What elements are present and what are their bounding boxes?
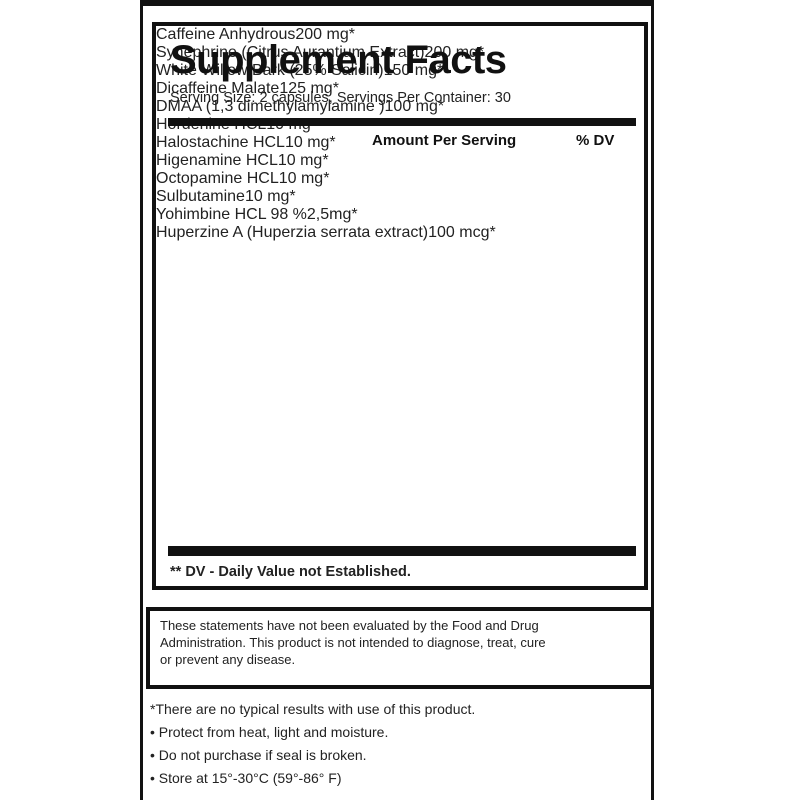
ingredient-name: Dicaffeine Malate bbox=[156, 80, 280, 97]
ingredient-amount: 10 mg bbox=[278, 170, 324, 187]
ingredient-amount: 10 mg bbox=[277, 152, 323, 169]
serving-info: Serving Size: 2 capsules, Servings Per C… bbox=[170, 90, 511, 106]
note: • Protect from heat, light and moisture. bbox=[150, 724, 389, 740]
ingredient-amount: 100 mg bbox=[384, 98, 438, 115]
disclaimer-line: or prevent any disease. bbox=[160, 652, 296, 667]
daily-value: * bbox=[351, 206, 358, 223]
table-row: Dicaffeine Malate125 mg* bbox=[156, 80, 644, 98]
daily-value: * bbox=[289, 188, 296, 205]
table-row: Halostachine HCL10 mg* bbox=[156, 134, 644, 152]
daily-value: * bbox=[489, 224, 496, 241]
daily-value: * bbox=[348, 26, 355, 43]
notes: *There are no typical results with use o… bbox=[150, 698, 475, 790]
table-row: Synephrine (Citrus Aurantium Extract)200… bbox=[156, 44, 644, 62]
daily-value: * bbox=[332, 80, 339, 97]
daily-value: * bbox=[322, 152, 329, 169]
table-row: Huperzine A (Huperzia serrata extract)10… bbox=[156, 224, 644, 242]
daily-value: * bbox=[436, 62, 444, 79]
ingredient-name: Caffeine Anhydrous bbox=[156, 26, 296, 43]
daily-value: * bbox=[329, 134, 336, 151]
ingredient-name: White Willow Bark (25% Salicin) bbox=[156, 62, 384, 79]
ingredient-amount: 150 mg bbox=[383, 62, 437, 79]
table-row: Octopamine HCL10 mg* bbox=[156, 170, 644, 188]
ingredient-name: Octopamine HCL bbox=[156, 170, 279, 187]
ingredient-amount: 10 mg bbox=[244, 188, 290, 205]
facts-panel: Supplement Facts Serving Size: 2 capsule… bbox=[152, 22, 648, 590]
ingredient-name: Huperzine A (Huperzia serrata extract) bbox=[156, 224, 429, 241]
ingredient-amount: 125 mg bbox=[279, 80, 333, 97]
thick-rule bbox=[168, 118, 636, 126]
table-row: Sulbutamine10 mg* bbox=[156, 188, 644, 206]
ingredient-amount: 2,5mg bbox=[306, 206, 352, 223]
ingredient-name: Higenamine HCL bbox=[156, 152, 278, 169]
table-row: Yohimbine HCL 98 %2,5mg* bbox=[156, 206, 644, 224]
ingredient-name: Synephrine (Citrus Aurantium Extract) bbox=[156, 44, 425, 61]
table-row: White Willow Bark (25% Salicin)150 mg* bbox=[156, 62, 644, 80]
daily-value: * bbox=[437, 98, 445, 115]
table-row: DMAA (1,3 dimethylamylamine )100 mg* bbox=[156, 98, 644, 116]
ingredient-amount: 200 mg bbox=[295, 26, 349, 43]
ingredient-amount: 200 mg bbox=[424, 44, 478, 61]
column-header: % DV bbox=[576, 132, 615, 149]
note: • Store at 15°-30°C (59°-86° F) bbox=[150, 770, 342, 786]
note: *There are no typical results with use o… bbox=[150, 701, 476, 717]
disclaimer-line: These statements have not been evaluated… bbox=[160, 618, 539, 633]
ingredient-name: Halostachine HCL bbox=[156, 134, 285, 151]
ingredient-name: Sulbutamine bbox=[156, 188, 245, 205]
ingredient-amount: 100 mcg bbox=[428, 224, 490, 241]
thick-rule bbox=[168, 546, 636, 556]
label-frame bbox=[140, 0, 654, 800]
table-row: Caffeine Anhydrous200 mg* bbox=[156, 26, 644, 44]
ingredient-name: Yohimbine HCL 98 % bbox=[156, 206, 307, 223]
ingredient-name: DMAA (1,3 dimethylamylamine ) bbox=[156, 98, 385, 115]
footnote: ** DV - Daily Value not Established. bbox=[170, 564, 411, 580]
daily-value: * bbox=[323, 170, 330, 187]
disclaimer-line: Administration. This product is not inte… bbox=[160, 635, 546, 650]
disclaimer-box: These statements have not been evaluated… bbox=[146, 607, 654, 689]
ingredient-amount: 10 mg bbox=[284, 134, 330, 151]
title: Supplement Facts bbox=[170, 38, 507, 82]
note: • Do not purchase if seal is broken. bbox=[150, 747, 367, 763]
table-row: Higenamine HCL10 mg* bbox=[156, 152, 644, 170]
daily-value: * bbox=[477, 44, 485, 61]
column-header: Amount Per Serving bbox=[372, 132, 517, 149]
